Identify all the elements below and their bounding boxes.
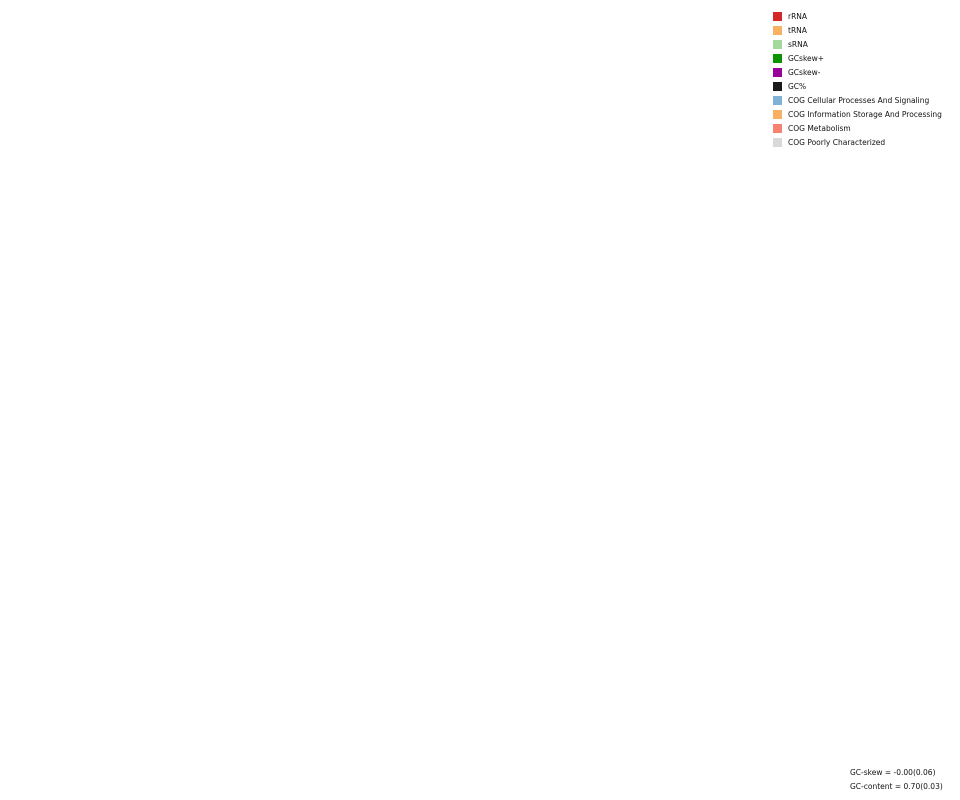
legend-label: GCskew+ [788,53,825,63]
legend-item: tRNA [773,23,942,37]
legend-swatch [773,39,782,49]
legend-item: GCskew- [773,65,942,79]
legend-swatch [773,137,782,147]
legend-label: rRNA [788,11,808,21]
legend-swatch [773,95,782,105]
legend-label: COG Information Storage And Processing [788,109,942,119]
legend-label: COG Cellular Processes And Signaling [788,95,930,105]
legend-swatch [773,123,782,133]
legend-label: COG Metabolism [788,123,851,133]
legend-swatch [773,81,782,91]
legend-item: GC% [773,79,942,93]
gc-content-stat: GC-content = 0.70(0.03) [850,782,943,791]
legend-label: GCskew- [788,67,821,77]
legend-swatch [773,11,782,21]
legend-swatch [773,25,782,35]
legend-swatch [773,53,782,63]
sequence-stats: GC-skew = -0.00(0.06) GC-content = 0.70(… [850,766,943,794]
legend-label: tRNA [788,25,807,35]
legend-item: COG Poorly Characterized [773,135,942,149]
legend: rRNA tRNA sRNA GCskew+ GCskew- GC% COG C… [773,9,942,149]
legend-swatch [773,67,782,77]
legend-item: COG Information Storage And Processing [773,107,942,121]
legend-item: COG Metabolism [773,121,942,135]
gc-skew-stat: GC-skew = -0.00(0.06) [850,768,936,777]
legend-item: rRNA [773,9,942,23]
legend-item: sRNA [773,37,942,51]
legend-item: COG Cellular Processes And Signaling [773,93,942,107]
legend-item: GCskew+ [773,51,942,65]
legend-label: sRNA [788,39,808,49]
legend-label: GC% [788,81,807,91]
legend-label: COG Poorly Characterized [788,137,886,147]
legend-swatch [773,109,782,119]
